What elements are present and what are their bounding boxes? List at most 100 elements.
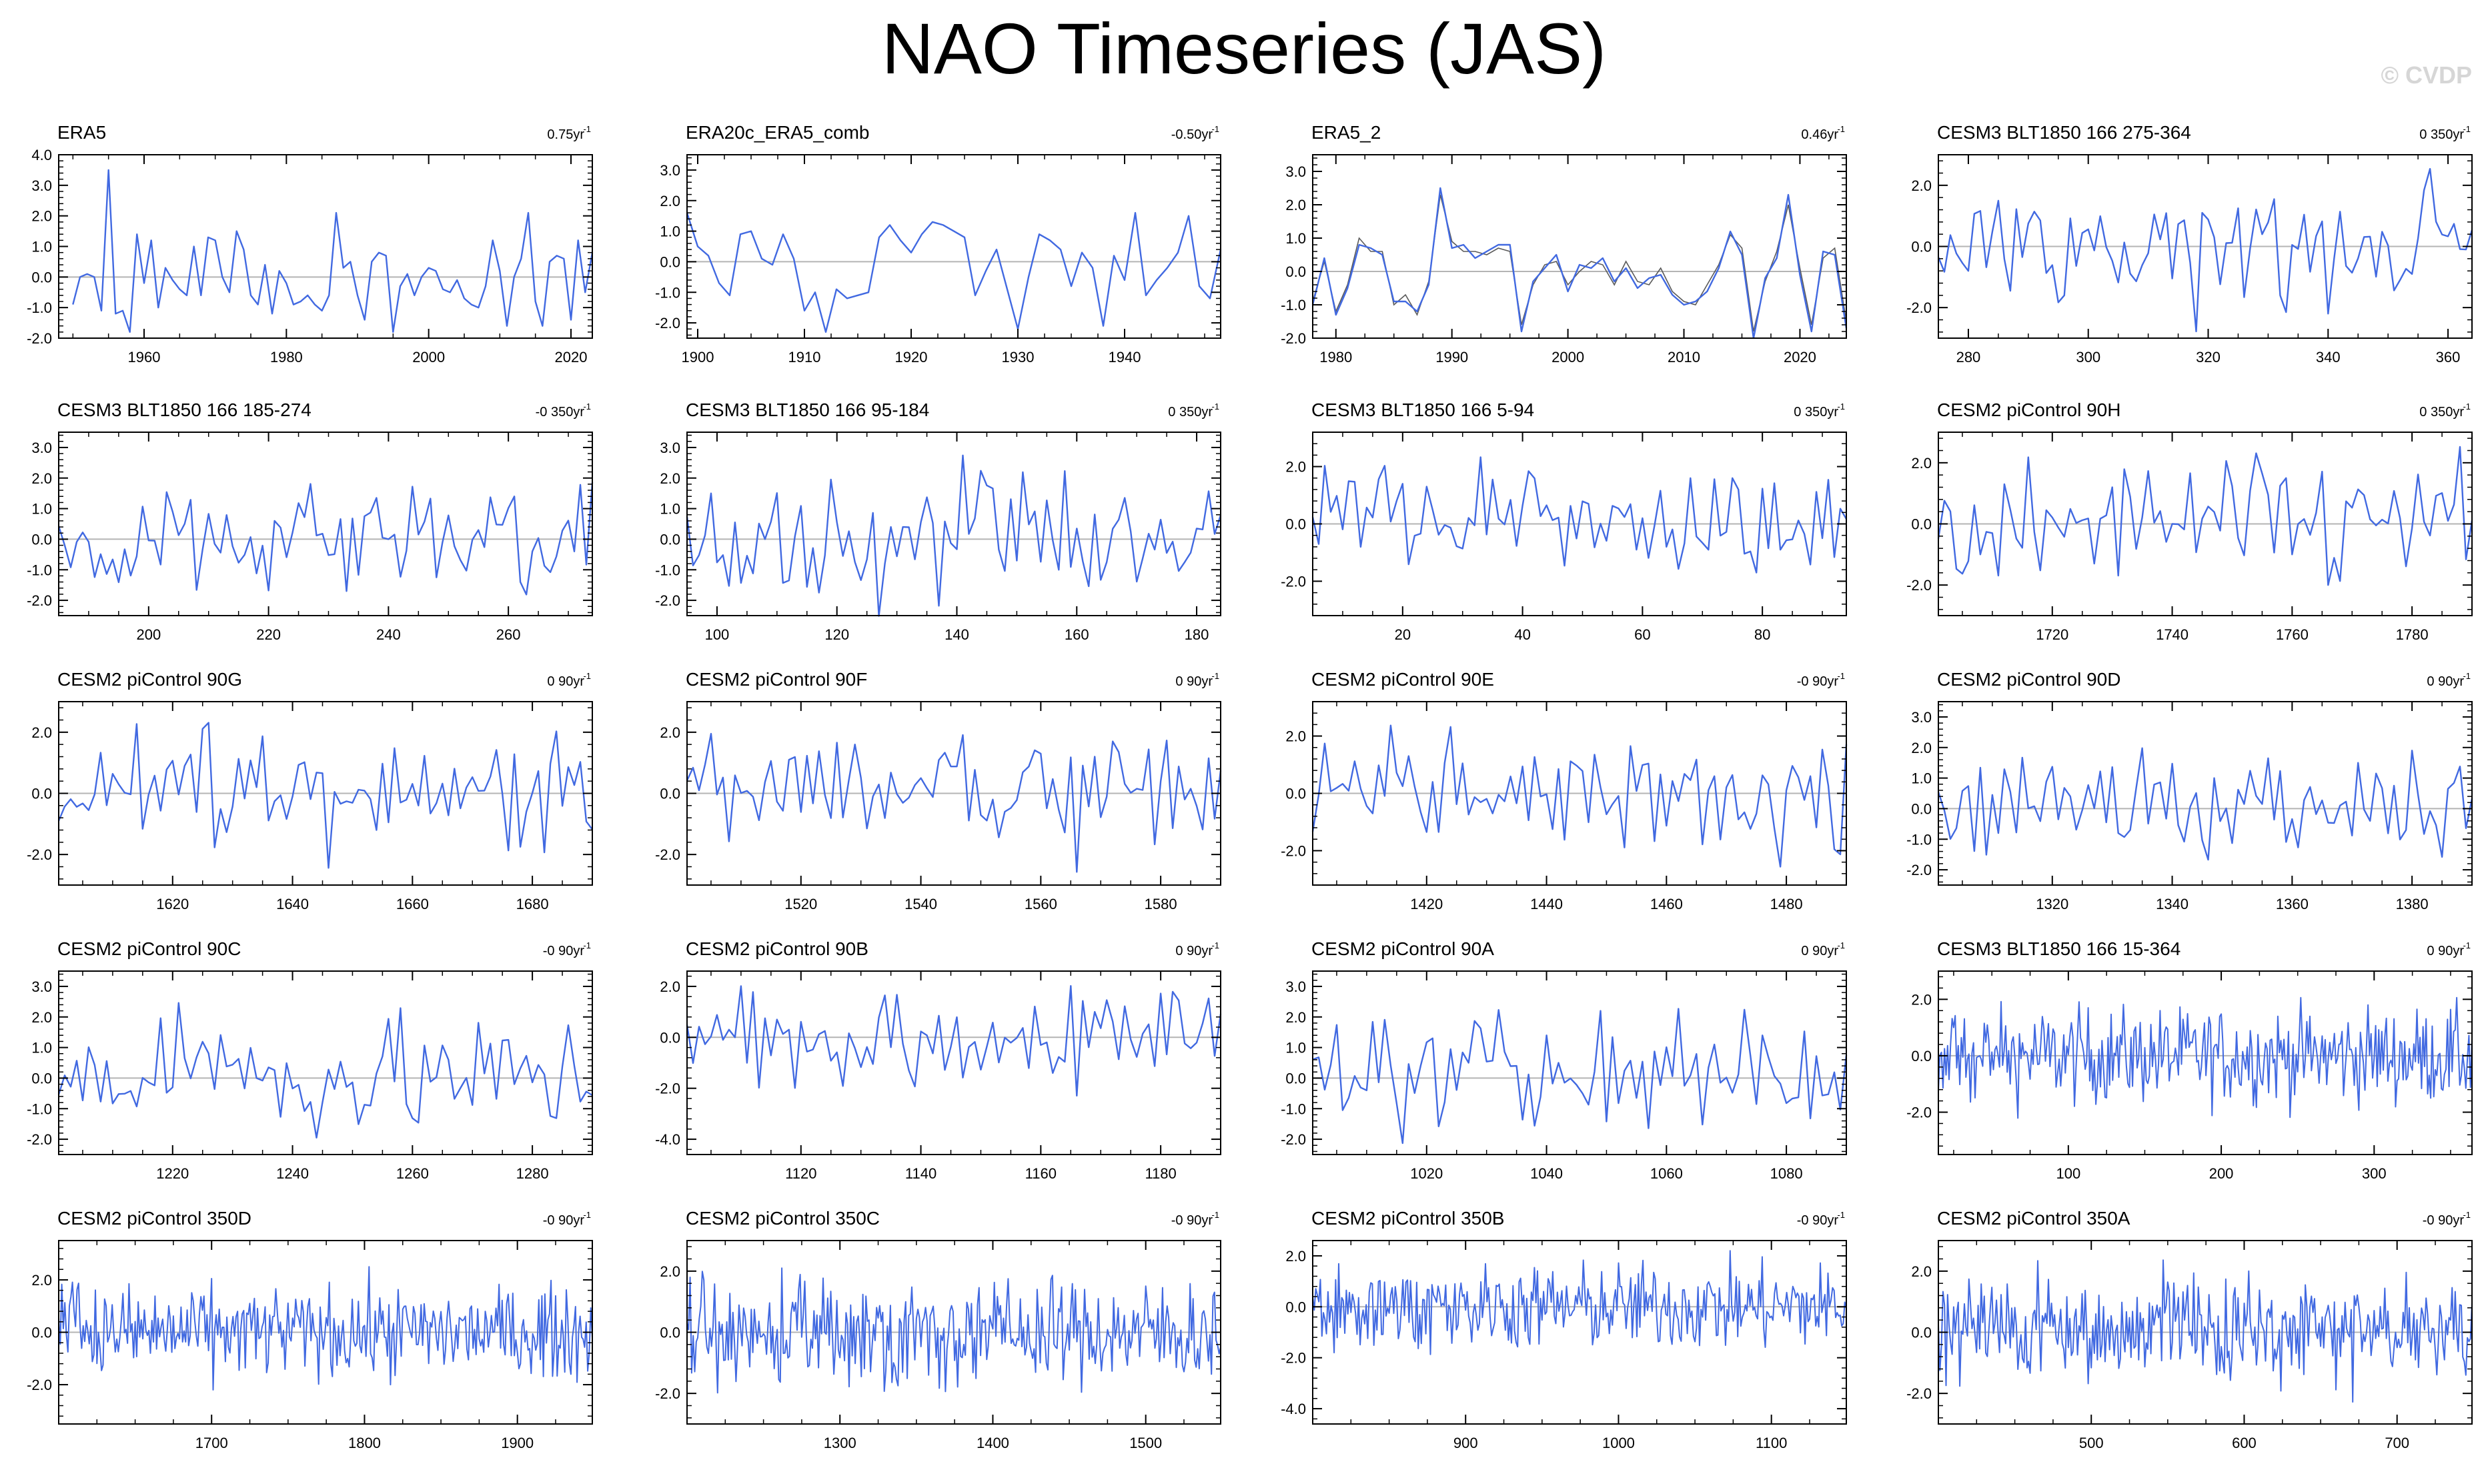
x-tick-label: 1440 — [1530, 896, 1563, 912]
trend-exponent: -1 — [583, 671, 591, 681]
x-tick-label: 1160 — [1025, 1165, 1057, 1182]
y-tick-label: 0.0 — [1285, 1070, 1306, 1086]
x-tick-label: 1990 — [1435, 349, 1468, 365]
trend-label: 0.46yr — [1801, 127, 1838, 142]
x-tick-label: 1120 — [785, 1165, 816, 1182]
y-tick-label: 0.0 — [1911, 1048, 1932, 1064]
x-tick-label: 1460 — [1650, 896, 1683, 912]
panel-title: CESM3 BLT1850 166 275-364 — [1937, 122, 2191, 143]
x-tick-label: 1980 — [270, 349, 303, 365]
y-tick-label: 0.0 — [1285, 786, 1306, 802]
y-tick-label: -2.0 — [27, 846, 52, 863]
y-tick-label: -2.0 — [27, 1131, 52, 1148]
plot-frame — [1312, 154, 1847, 339]
trend-exponent: -1 — [1211, 124, 1219, 134]
y-tick-label: 0.0 — [1285, 516, 1306, 533]
x-tick-label: 1930 — [1002, 349, 1035, 365]
series-line — [1311, 724, 1848, 868]
y-tick-label: -1.0 — [655, 284, 680, 301]
trend-exponent: -1 — [1211, 402, 1219, 412]
y-tick-label: -1.0 — [27, 562, 52, 578]
x-tick-label: 1220 — [156, 1165, 189, 1182]
x-tick-label: 80 — [1754, 626, 1770, 643]
panel-title: CESM2 piControl 90C — [57, 938, 241, 959]
panel-9: CESM2 piControl 90G 0 90yr-1 -2.0 0.0 2.0 162… — [27, 669, 593, 912]
trend-label: -0 90yr — [1171, 1213, 1213, 1228]
y-tick-label: 0.0 — [660, 1325, 680, 1341]
trend-exponent: -1 — [583, 124, 591, 134]
series-line — [57, 482, 594, 596]
x-tick-label: 1580 — [1145, 896, 1177, 912]
panel-title: CESM2 piControl 90D — [1937, 669, 2120, 690]
x-tick-label: 340 — [2316, 349, 2341, 365]
series-line — [1311, 456, 1848, 574]
panel-20: CESM2 piControl 350A -0 90yr-1 -2.0 0.0 2.0 5… — [1906, 1208, 2473, 1451]
y-tick-label: 0.0 — [1911, 1325, 1932, 1341]
trend-exponent: -1 — [1837, 402, 1845, 412]
trend-exponent: -1 — [1211, 1210, 1219, 1220]
series-line — [686, 732, 1222, 873]
x-tick-label: 360 — [2436, 349, 2461, 365]
y-tick-label: 2.0 — [31, 724, 52, 741]
panel-title: CESM2 piControl 90F — [686, 669, 867, 690]
y-tick-label: 3.0 — [1285, 978, 1306, 995]
trend-exponent: -1 — [583, 402, 591, 412]
x-tick-label: 1900 — [501, 1435, 534, 1451]
panel-18: CESM2 piControl 350C -0 90yr-1 -2.0 0.0 2.0 1… — [655, 1208, 1221, 1451]
x-tick-label: 1020 — [1410, 1165, 1443, 1182]
y-tick-label: 2.0 — [660, 470, 680, 487]
x-tick-label: 1300 — [824, 1435, 856, 1451]
trend-label: 0 90yr — [2427, 944, 2464, 958]
panel-title: CESM3 BLT1850 166 95-184 — [686, 400, 929, 420]
trend-label: 0 90yr — [2427, 674, 2464, 689]
x-tick-label: 1780 — [2396, 626, 2429, 643]
trend-label: 0.75yr — [547, 127, 584, 142]
trend-label: -0 90yr — [543, 944, 585, 958]
x-tick-label: 1040 — [1530, 1165, 1563, 1182]
panel-title: CESM2 piControl 350D — [57, 1208, 251, 1229]
y-tick-label: 2.0 — [1285, 1248, 1306, 1265]
x-tick-label: 220 — [256, 626, 281, 643]
y-tick-label: -2.0 — [1906, 1104, 1932, 1121]
y-tick-label: 0.0 — [31, 1070, 52, 1086]
plot-frame — [1312, 1240, 1847, 1425]
x-tick-label: 1980 — [1319, 349, 1352, 365]
y-tick-label: 4.0 — [31, 147, 52, 163]
x-tick-label: 1640 — [276, 896, 309, 912]
y-tick-label: 0.0 — [31, 269, 52, 285]
panel-12: CESM2 piControl 90D 0 90yr-1 -2.0 -1.0 0.0 1.… — [1906, 669, 2473, 912]
y-tick-label: -2.0 — [1906, 1385, 1932, 1402]
trend-exponent: -1 — [1837, 124, 1845, 134]
plot-frame — [686, 970, 1221, 1155]
y-tick-label: 2.0 — [1285, 197, 1306, 213]
series-line — [1937, 167, 2473, 333]
y-tick-label: -1.0 — [27, 1100, 52, 1117]
trend-label: -0 90yr — [1797, 1213, 1839, 1228]
x-tick-label: 60 — [1634, 626, 1650, 643]
y-tick-label: 1.0 — [31, 1040, 52, 1056]
x-tick-label: 2010 — [1668, 349, 1700, 365]
trend-label: 0 90yr — [1175, 944, 1213, 958]
x-tick-label: 280 — [1956, 349, 1981, 365]
panel-4: CESM3 BLT1850 166 275-364 0 350yr-1 -2.0 0.… — [1906, 122, 2473, 365]
x-tick-label: 1080 — [1770, 1165, 1803, 1182]
trend-exponent: -1 — [2463, 940, 2471, 950]
panel-title: CESM2 piControl 90B — [686, 938, 868, 959]
x-tick-label: 300 — [2076, 349, 2100, 365]
y-tick-label: 0.0 — [1285, 263, 1306, 280]
x-tick-label: 1910 — [788, 349, 821, 365]
series-line — [1938, 1259, 2473, 1403]
x-tick-label: 100 — [705, 626, 730, 643]
y-tick-label: 2.0 — [31, 208, 52, 225]
plot-frame — [1312, 970, 1847, 1155]
y-tick-label: 1.0 — [1285, 230, 1306, 247]
x-tick-label: 1760 — [2276, 626, 2309, 643]
y-tick-label: -1.0 — [655, 562, 680, 578]
panel-11: CESM2 piControl 90E -0 90yr-1 -2.0 0.0 2.0 14… — [1281, 669, 1848, 912]
y-tick-label: 2.0 — [660, 978, 680, 995]
trend-label: -0 90yr — [1797, 674, 1839, 689]
y-tick-label: -2.0 — [1281, 842, 1306, 859]
y-tick-label: -2.0 — [655, 315, 680, 331]
trend-exponent: -1 — [583, 940, 591, 950]
x-tick-label: 200 — [136, 626, 161, 643]
